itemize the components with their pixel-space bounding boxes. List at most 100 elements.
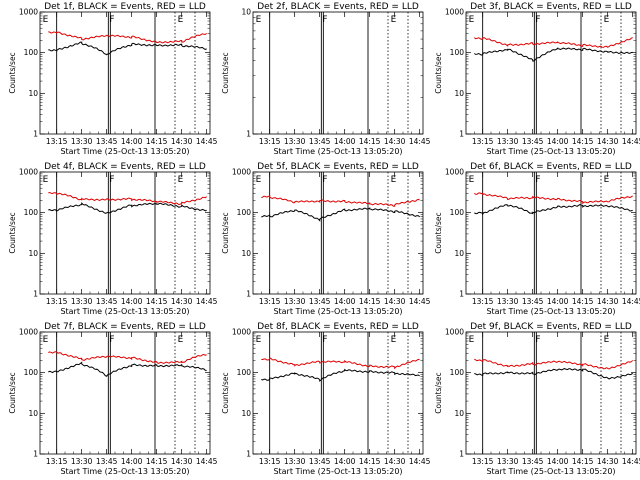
x-tick-label: 13:15 bbox=[259, 137, 281, 146]
plot-frame bbox=[252, 171, 424, 295]
x-axis-label: Start Time (25-Oct-13 13:05:20) bbox=[486, 467, 615, 476]
x-tick-label: 14:15 bbox=[572, 137, 594, 146]
x-tick-label: 13:45 bbox=[522, 457, 544, 466]
x-tick-label: 14:15 bbox=[359, 297, 381, 306]
x-tick-label: 13:45 bbox=[96, 297, 118, 306]
panel-title: Det 9f, BLACK = Events, RED = LLD bbox=[470, 322, 632, 332]
x-tick-label: 14:00 bbox=[547, 457, 569, 466]
x-tick-label: 14:00 bbox=[334, 457, 356, 466]
flag-letter: E bbox=[469, 15, 475, 25]
series-events bbox=[261, 207, 421, 222]
x-tick-label: 13:30 bbox=[284, 297, 306, 306]
plot-frame bbox=[39, 331, 211, 455]
x-tick-label: 13:30 bbox=[71, 457, 93, 466]
flag-letter: E bbox=[604, 15, 610, 25]
panel-title: Det 7f, BLACK = Events, RED = LLD bbox=[44, 322, 206, 332]
x-tick-label: 14:30 bbox=[597, 297, 619, 306]
x-tick-label: 14:00 bbox=[547, 297, 569, 306]
y-tick-label: 1000 bbox=[445, 168, 464, 177]
x-tick-label: 13:15 bbox=[46, 457, 68, 466]
x-tick-label: 14:00 bbox=[121, 457, 143, 466]
plot-frame bbox=[39, 171, 211, 295]
panel-det-4: Det 4f, BLACK = Events, RED = LLD 1 10 100 1… bbox=[8, 162, 218, 316]
y-tick-label: 1 bbox=[459, 290, 464, 299]
flag-letter: F bbox=[109, 15, 114, 25]
y-tick-label: 100 bbox=[450, 208, 465, 217]
y-axis-label: Counts/sec bbox=[434, 52, 443, 93]
y-tick-label: 1000 bbox=[232, 328, 251, 337]
y-tick-label: 1000 bbox=[19, 8, 38, 17]
x-tick-label: 14:00 bbox=[334, 297, 356, 306]
panel-title: Det 4f, BLACK = Events, RED = LLD bbox=[44, 162, 206, 172]
x-tick-label: 13:30 bbox=[284, 457, 306, 466]
flag-letter: E bbox=[256, 175, 262, 185]
y-axis-label: Counts/sec bbox=[8, 52, 17, 93]
x-tick-label: 13:15 bbox=[472, 297, 494, 306]
x-axis-label: Start Time (25-Oct-13 13:05:20) bbox=[60, 467, 189, 476]
x-tick-label: 14:30 bbox=[597, 137, 619, 146]
series-lld bbox=[474, 37, 633, 49]
plot-frame bbox=[252, 11, 424, 135]
x-tick-label: 14:45 bbox=[196, 297, 218, 306]
x-axis-label: Start Time (25-Oct-13 13:05:20) bbox=[60, 147, 189, 156]
x-tick-label: 13:30 bbox=[497, 457, 519, 466]
panel-det-2: Det 2f, BLACK = Events, RED = LLD 1 10 Coun… bbox=[221, 2, 431, 156]
x-tick-label: 13:15 bbox=[46, 297, 68, 306]
series-lld bbox=[474, 192, 633, 205]
x-tick-label: 14:45 bbox=[622, 137, 640, 146]
y-tick-label: 10 bbox=[454, 409, 464, 418]
y-tick-label: 10 bbox=[241, 8, 251, 17]
x-tick-label: 14:00 bbox=[547, 137, 569, 146]
y-tick-label: 10 bbox=[241, 249, 251, 258]
y-tick-label: 1 bbox=[33, 290, 38, 299]
x-tick-label: 13:45 bbox=[522, 137, 544, 146]
flag-letter: F bbox=[322, 15, 327, 25]
flag-letter: F bbox=[535, 15, 540, 25]
x-tick-label: 14:15 bbox=[572, 297, 594, 306]
x-tick-label: 13:30 bbox=[284, 137, 306, 146]
flag-letter: E bbox=[469, 335, 475, 345]
flag-letter: E bbox=[43, 15, 49, 25]
panel-det-7: Det 7f, BLACK = Events, RED = LLD 1 10 100 1… bbox=[8, 322, 218, 476]
y-tick-label: 1000 bbox=[232, 168, 251, 177]
x-tick-label: 14:00 bbox=[121, 137, 143, 146]
x-tick-label: 13:15 bbox=[259, 297, 281, 306]
x-tick-label: 13:30 bbox=[71, 297, 93, 306]
x-tick-label: 14:45 bbox=[622, 457, 640, 466]
x-tick-label: 14:15 bbox=[146, 457, 168, 466]
y-axis-label: Counts/sec bbox=[221, 52, 230, 93]
series-lld bbox=[261, 195, 420, 207]
y-axis-label: Counts/sec bbox=[221, 212, 230, 253]
flag-letter: E bbox=[604, 175, 610, 185]
x-tick-label: 14:00 bbox=[121, 297, 143, 306]
x-tick-label: 14:30 bbox=[597, 457, 619, 466]
y-tick-label: 100 bbox=[237, 368, 252, 377]
x-tick-label: 14:15 bbox=[359, 457, 381, 466]
y-axis-label: Counts/sec bbox=[221, 372, 230, 413]
series-events bbox=[261, 368, 420, 382]
flag-letter: E bbox=[178, 335, 184, 345]
x-tick-label: 14:30 bbox=[384, 457, 406, 466]
series-events bbox=[48, 361, 207, 378]
y-tick-label: 100 bbox=[237, 208, 252, 217]
x-tick-label: 14:30 bbox=[384, 137, 406, 146]
x-tick-label: 14:45 bbox=[622, 297, 640, 306]
y-tick-label: 1 bbox=[246, 130, 251, 139]
series-events bbox=[474, 368, 634, 380]
x-tick-label: 13:45 bbox=[309, 457, 331, 466]
x-axis-label: Start Time (25-Oct-13 13:05:20) bbox=[60, 307, 189, 316]
y-tick-label: 1000 bbox=[445, 8, 464, 17]
x-tick-label: 13:30 bbox=[71, 137, 93, 146]
flag-letter: E bbox=[43, 335, 49, 345]
panel-det-8: Det 8f, BLACK = Events, RED = LLD 1 10 100 1… bbox=[221, 322, 431, 476]
flag-letter: F bbox=[535, 335, 540, 345]
plot-frame bbox=[465, 331, 637, 455]
y-tick-label: 100 bbox=[24, 48, 39, 57]
series-events bbox=[474, 47, 633, 62]
panel-det-9: Det 9f, BLACK = Events, RED = LLD 1 10 100 1… bbox=[434, 322, 640, 476]
y-tick-label: 100 bbox=[450, 368, 465, 377]
y-axis-label: Counts/sec bbox=[8, 212, 17, 253]
y-tick-label: 1000 bbox=[19, 328, 38, 337]
x-tick-label: 14:45 bbox=[409, 457, 431, 466]
